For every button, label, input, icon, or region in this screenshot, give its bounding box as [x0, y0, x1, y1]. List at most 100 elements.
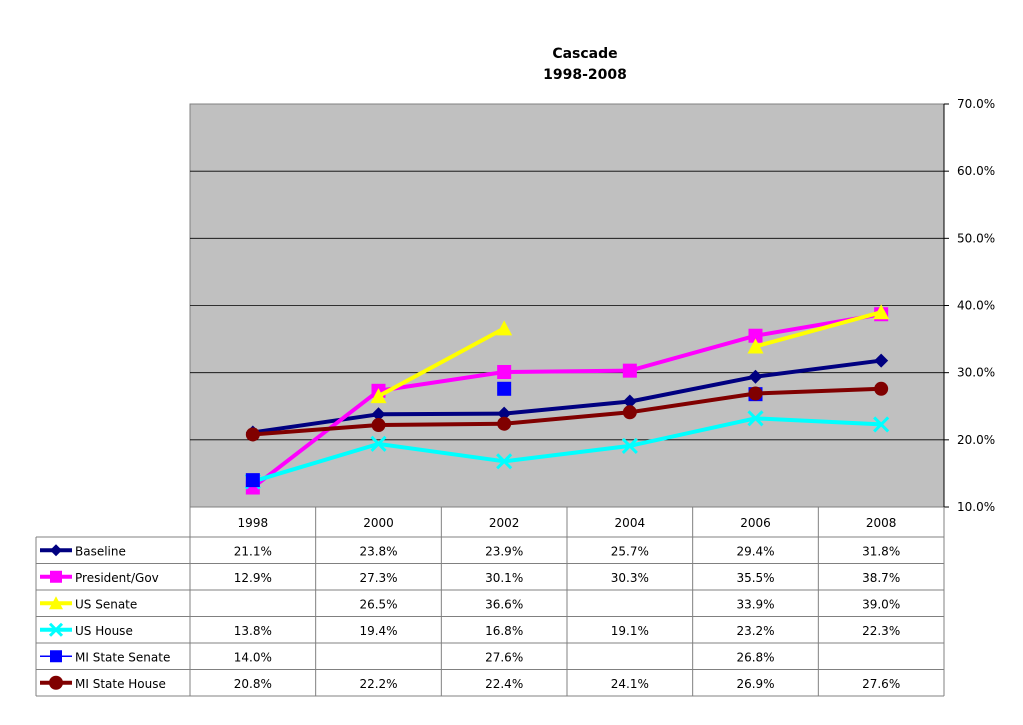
series-us-senate [370, 304, 890, 404]
data-point [497, 381, 512, 396]
series-label: US House [75, 624, 133, 638]
series-line-segment [627, 333, 758, 373]
series-line-segment [502, 399, 632, 416]
marker-stroke [496, 453, 513, 470]
chart-subtitle: 1998-2008 [543, 67, 627, 83]
data-point [873, 304, 890, 320]
legend-key-marker [48, 622, 64, 637]
category-label: 1998 [238, 516, 269, 530]
category-label: 2000 [363, 516, 394, 530]
series-label: MI State Senate [75, 650, 170, 664]
table-cell-value: 13.8% [234, 624, 272, 638]
table-cell-value: 22.2% [359, 677, 397, 691]
series-line-segment [753, 358, 884, 379]
chart-title-block: Cascade 1998-2008 [0, 44, 1023, 86]
series-line-segment [502, 368, 632, 374]
legend-key-marker [49, 675, 63, 690]
series-line-segment [627, 416, 758, 448]
table-cell-value: 27.6% [485, 650, 523, 664]
marker-stroke [370, 435, 387, 452]
data-point [748, 328, 763, 343]
data-point [245, 427, 260, 442]
series-line-segment [250, 441, 381, 484]
table-cell-value: 19.4% [359, 624, 397, 638]
series-lines [244, 304, 890, 495]
table-cell-value: 14.0% [234, 650, 272, 664]
table-cell-value: 26.5% [359, 597, 397, 611]
data-point [748, 386, 763, 401]
category-label: 2006 [740, 516, 771, 530]
series-line-segment [376, 369, 507, 393]
table-cell-value: 23.8% [359, 544, 397, 558]
series-line-segment [627, 391, 758, 415]
series-mi-state-house [245, 381, 889, 442]
legend-key-marker [50, 544, 62, 557]
table-cell-value: 12.9% [234, 571, 272, 585]
data-point [371, 407, 386, 422]
table-cell-value: 29.4% [736, 544, 774, 558]
marker-stroke [873, 416, 890, 433]
category-label: 2008 [866, 516, 897, 530]
table-cell-value: 36.6% [485, 597, 523, 611]
legend-key [40, 596, 72, 610]
series-label: President/Gov [75, 571, 159, 585]
series-line-segment [250, 423, 381, 437]
series-line-segment [250, 388, 381, 490]
legend-key [40, 570, 72, 583]
data-point [621, 437, 638, 454]
table-cell-value: 25.7% [611, 544, 649, 558]
data-point [622, 405, 637, 420]
table-cell-value: 22.4% [485, 677, 523, 691]
series-line-segment [627, 374, 758, 404]
series-line-segment [753, 310, 884, 349]
data-point [748, 369, 763, 384]
y-tick-label: 40.0% [957, 299, 995, 313]
table-cell-value: 27.6% [862, 677, 900, 691]
data-point [874, 381, 889, 396]
data-point [245, 473, 260, 488]
table-cell-value: 16.8% [485, 624, 523, 638]
table-cell-value: 23.2% [736, 624, 774, 638]
series-line-segment [502, 443, 632, 464]
table-cell-value: 35.5% [736, 571, 774, 585]
legend-key [40, 675, 72, 690]
legend-key-marker [49, 596, 63, 610]
series-line-segment [250, 412, 381, 435]
data-table: 1998 2000 2002 2004 2006 2008 Baseline 21.1% 23.… [35, 507, 945, 697]
legend-key [40, 544, 72, 557]
legend-key [40, 650, 72, 663]
data-point [622, 394, 637, 409]
series-line-segment [753, 386, 884, 396]
series-line-segment [376, 411, 507, 417]
legend-key-marker [50, 570, 62, 583]
y-tick-label: 20.0% [957, 433, 995, 447]
data-point [747, 410, 764, 427]
legend-key [40, 622, 72, 637]
series-line-segment [502, 410, 632, 426]
y-tick-label: 10.0% [957, 500, 995, 514]
table-cell-value: 26.9% [736, 677, 774, 691]
table-cell-value: 30.1% [485, 571, 523, 585]
table-cell-value: 27.3% [359, 571, 397, 585]
marker-stroke [48, 622, 64, 637]
data-point [874, 353, 889, 368]
series-line-segment [376, 326, 507, 399]
data-point [747, 338, 764, 354]
table-cell-value: 21.1% [234, 544, 272, 558]
table-cell-value: 24.1% [611, 677, 649, 691]
y-tick-label: 30.0% [957, 366, 995, 380]
series-line-segment [376, 441, 507, 464]
table-cell-value: 39.0% [862, 597, 900, 611]
table-cell-value: 26.8% [736, 650, 774, 664]
data-point [873, 416, 890, 433]
data-point [371, 418, 386, 433]
series-label: Baseline [75, 544, 126, 558]
table-cell-value: 33.9% [736, 597, 774, 611]
data-point [497, 406, 512, 421]
table-cell-value: 19.1% [611, 624, 649, 638]
y-tick-label: 60.0% [957, 164, 995, 178]
series-label: MI State House [75, 677, 166, 691]
data-point [496, 320, 513, 336]
table-cell-value: 31.8% [862, 544, 900, 558]
